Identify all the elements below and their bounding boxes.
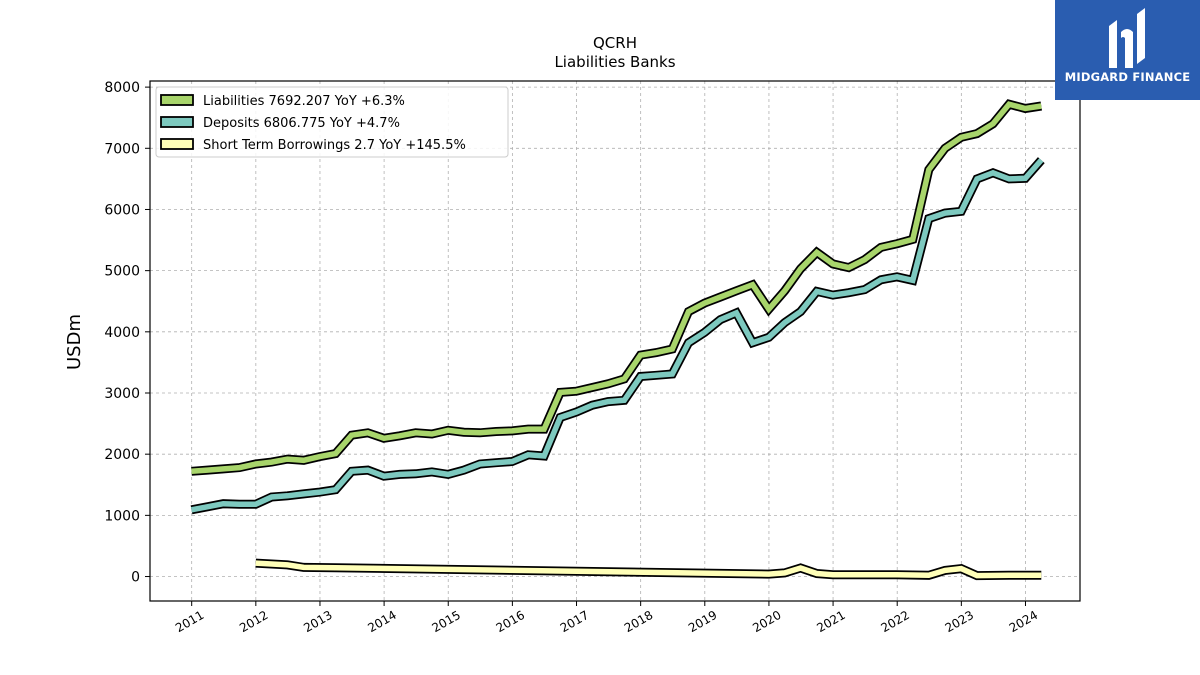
y-tick-label: 6000 — [104, 202, 140, 218]
x-tick-label: 2022 — [878, 608, 911, 635]
x-tick-label: 2021 — [814, 608, 847, 635]
x-tick-label: 2012 — [237, 608, 270, 635]
series-line-0 — [191, 101, 1042, 475]
y-tick-label: 0 — [131, 570, 140, 586]
grid-lines — [150, 81, 1080, 601]
x-tick-label: 2016 — [494, 608, 527, 635]
legend-label: Short Term Borrowings 2.7 YoY +145.5% — [203, 138, 466, 153]
legend-swatch — [160, 116, 194, 128]
series-line-outline-0 — [191, 99, 1042, 476]
series-line-1 — [190, 158, 1044, 513]
x-tick-label: 2023 — [943, 608, 976, 635]
brand-name: MIDGARD FINANCE — [1064, 70, 1191, 84]
legend-box — [155, 86, 509, 158]
legend-label: Deposits 6806.775 YoY +4.7% — [203, 116, 400, 131]
y-tick-label: 8000 — [104, 80, 140, 96]
legend-swatch — [160, 94, 194, 106]
x-tick-label: 2011 — [173, 608, 206, 635]
x-tick-label: 2013 — [301, 608, 334, 635]
legend-swatch — [160, 138, 194, 150]
brand-logo: MIDGARD FINANCE — [1055, 0, 1200, 100]
series-line-2 — [255, 560, 1042, 579]
x-tick-label: 2014 — [365, 608, 398, 635]
series-lines — [190, 99, 1045, 581]
y-tick-label: 5000 — [104, 264, 140, 280]
y-tick-label: 1000 — [104, 508, 140, 524]
y-tick-label: 2000 — [104, 447, 140, 463]
chart-title: QCRH — [593, 34, 637, 52]
y-tick-label: 4000 — [104, 325, 140, 341]
x-tick-label: 2019 — [686, 608, 719, 635]
x-tick-label: 2024 — [1007, 608, 1040, 635]
x-tick-label: 2018 — [622, 608, 655, 635]
x-tick-label: 2017 — [558, 608, 591, 635]
legend: Liabilities 7692.207 YoY +6.3% Deposits 6… — [155, 86, 509, 158]
plot-frame — [149, 80, 1081, 602]
chart-subtitle: Liabilities Banks — [554, 53, 675, 71]
x-tick-label: 2020 — [750, 608, 783, 635]
x-tick-label: 2015 — [430, 608, 463, 635]
y-tick-label: 3000 — [104, 386, 140, 402]
brand-mark-icon — [1109, 8, 1145, 68]
y-axis-label: USDm — [64, 314, 85, 370]
y-tick-label: 7000 — [104, 141, 140, 157]
legend-label: Liabilities 7692.207 YoY +6.3% — [203, 94, 405, 109]
